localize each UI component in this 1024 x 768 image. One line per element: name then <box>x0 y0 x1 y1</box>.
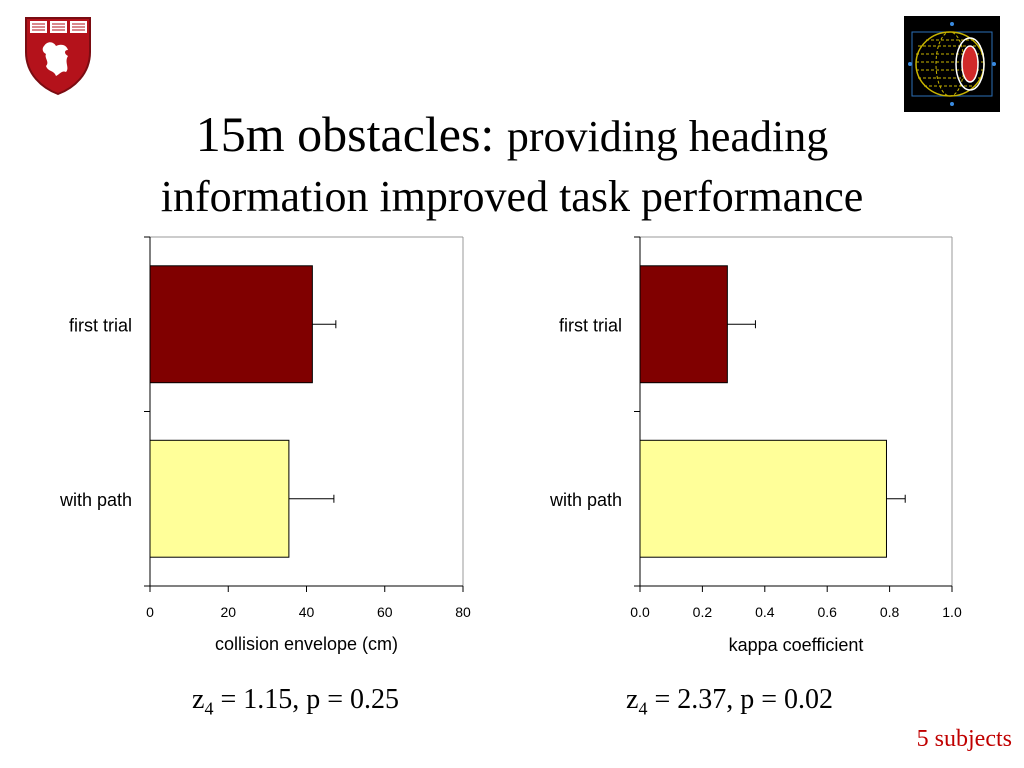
x-axis-label: collision envelope (cm) <box>215 634 398 654</box>
x-tick-label: 0 <box>146 604 154 620</box>
subjects-footnote: 5 subjects <box>916 726 1012 752</box>
x-axis-label: kappa coefficient <box>729 635 864 655</box>
category-label: first trial <box>69 315 132 335</box>
bar-first-trial <box>639 265 728 384</box>
x-tick-label: 80 <box>455 604 471 620</box>
x-tick-label: 0.4 <box>755 604 775 620</box>
bar-with-path <box>639 439 887 558</box>
category-label: first trial <box>559 315 622 335</box>
x-tick-label: 20 <box>220 604 236 620</box>
title-main: 15m obstacles: <box>195 106 495 162</box>
bar-with-path <box>149 439 290 558</box>
slide-title: 15m obstacles: providing heading informa… <box>0 104 1024 227</box>
category-label: with path <box>549 490 622 510</box>
x-tick-label: 1.0 <box>942 604 962 620</box>
stats-left: z4 = 1.15, p = 0.25 <box>192 684 400 719</box>
x-tick-label: 40 <box>299 604 315 620</box>
x-tick-label: 0.8 <box>880 604 900 620</box>
x-tick-label: 0.0 <box>630 604 650 620</box>
x-tick-label: 0.6 <box>817 604 837 620</box>
harvard-shield-logo <box>25 17 91 96</box>
title-line2: information improved task performance <box>160 172 864 221</box>
bar-first-trial <box>149 265 313 384</box>
x-tick-label: 0.2 <box>693 604 713 620</box>
category-label: with path <box>59 490 132 510</box>
title-rest: providing heading <box>506 112 829 161</box>
globe-logo <box>904 16 1000 112</box>
x-tick-label: 60 <box>377 604 393 620</box>
stats-right: z4 = 2.37, p = 0.02 <box>626 684 834 719</box>
